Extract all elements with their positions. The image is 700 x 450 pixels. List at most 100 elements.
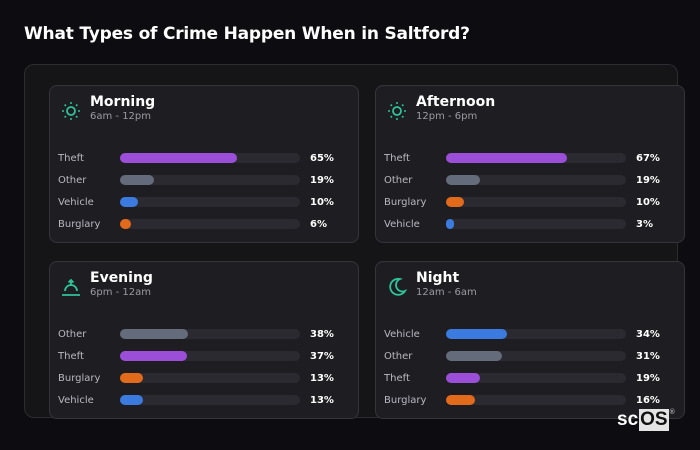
bar-label: Burglary [384,394,427,406]
bar-track [446,219,626,229]
bar-track [446,351,626,361]
bar-track [120,351,300,361]
bar-fill [446,395,475,405]
bar-label: Other [58,174,87,186]
bar-fill [120,175,155,185]
bar-label: Theft [58,350,84,362]
bar-track [120,219,300,229]
bar-row: Vehicle 34% [384,323,676,345]
card-subtitle: 6pm - 12am [90,287,152,298]
card-subtitle: 12pm - 6pm [416,111,478,122]
bar-fill [446,219,454,229]
bar-value: 19% [310,174,334,186]
bar-row: Burglary 13% [58,367,350,389]
bar-row: Burglary 6% [58,213,350,235]
card-title: Evening [90,270,153,286]
bar-value: 65% [310,152,334,164]
bar-fill [446,373,481,383]
bar-fill [446,197,464,207]
sunset-icon [62,278,80,296]
bar-value: 13% [310,372,334,384]
bar-fill [120,153,237,163]
bar-label: Theft [58,152,84,164]
bar-label: Burglary [58,372,101,384]
bar-value: 10% [310,196,334,208]
bar-row: Theft 37% [58,345,350,367]
bar-label: Other [384,350,413,362]
card-title: Morning [90,94,156,110]
bar-row: Other 19% [384,169,676,191]
card-afternoon: Afternoon 12pm - 6pm Theft 67% Other 19% Burg… [375,85,685,243]
bar-row: Vehicle 13% [58,389,350,411]
card-morning: Morning 6am - 12pm Theft 65% Other 19% Vehicl… [49,85,359,243]
bar-fill [446,351,502,361]
card-title: Night [416,270,460,286]
bar-track [446,395,626,405]
bar-track [120,175,300,185]
bar-rows: Theft 65% Other 19% Vehicle 10% Burglary 6% [58,147,350,235]
bar-value: 16% [636,394,660,406]
bar-track [120,329,300,339]
bar-rows: Other 38% Theft 37% Burglary 13% Vehicle 13% [58,323,350,411]
bar-label: Burglary [58,218,101,230]
bar-value: 13% [310,394,334,406]
bar-fill [446,175,481,185]
bar-fill [120,373,144,383]
bar-label: Theft [384,372,410,384]
bar-row: Other 19% [58,169,350,191]
page-title: What Types of Crime Happen When in Saltf… [24,24,470,44]
bar-value: 37% [310,350,334,362]
bar-track [446,153,626,163]
bar-value: 10% [636,196,660,208]
sun-icon [62,102,80,120]
bar-row: Burglary 16% [384,389,676,411]
bar-rows: Theft 67% Other 19% Burglary 10% Vehicle 3% [384,147,676,235]
bar-label: Vehicle [384,218,420,230]
sun-icon [388,102,406,120]
bar-track [120,197,300,207]
bar-label: Vehicle [384,328,420,340]
bar-track [120,153,300,163]
bar-fill [120,351,187,361]
bar-row: Theft 65% [58,147,350,169]
bar-label: Vehicle [58,394,94,406]
bar-track [446,175,626,185]
bar-track [446,373,626,383]
bar-rows: Vehicle 34% Other 31% Theft 19% Burglary 16% [384,323,676,411]
bar-fill [120,395,144,405]
bar-track [120,395,300,405]
bar-value: 31% [636,350,660,362]
bar-fill [446,329,508,339]
card-night: Night 12am - 6am Vehicle 34% Other 31% Theft 1… [375,261,685,419]
bar-value: 38% [310,328,334,340]
bar-row: Burglary 10% [384,191,676,213]
bar-track [446,197,626,207]
bar-label: Other [384,174,413,186]
bar-row: Other 31% [384,345,676,367]
bar-row: Vehicle 10% [58,191,350,213]
bar-row: Theft 67% [384,147,676,169]
card-subtitle: 12am - 6am [416,287,477,298]
card-evening: Evening 6pm - 12am Other 38% Theft 37% Burgla… [49,261,359,419]
bar-value: 19% [636,372,660,384]
bar-fill [120,219,131,229]
bar-value: 67% [636,152,660,164]
bar-fill [120,329,189,339]
bar-label: Theft [384,152,410,164]
moon-icon [389,277,408,296]
bar-value: 3% [636,218,653,230]
bar-value: 34% [636,328,660,340]
bar-row: Vehicle 3% [384,213,676,235]
bar-value: 6% [310,218,327,230]
bar-fill [120,197,138,207]
card-title: Afternoon [416,94,496,110]
card-subtitle: 6am - 12pm [90,111,152,122]
bar-value: 19% [636,174,660,186]
bar-label: Burglary [384,196,427,208]
bar-fill [446,153,567,163]
bar-label: Other [58,328,87,340]
bar-track [446,329,626,339]
bar-row: Other 38% [58,323,350,345]
bar-row: Theft 19% [384,367,676,389]
bar-label: Vehicle [58,196,94,208]
